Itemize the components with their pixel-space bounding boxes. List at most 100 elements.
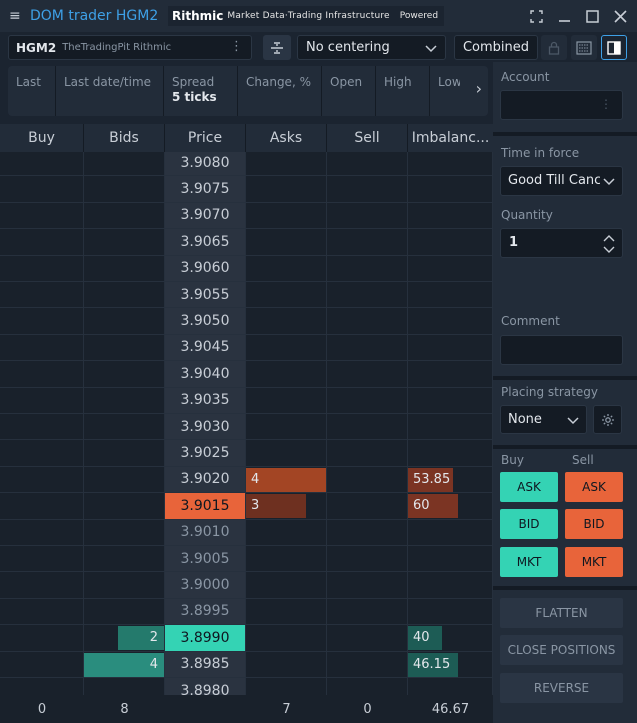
cell-sell[interactable] [327,334,408,362]
cell-sell[interactable] [327,519,408,546]
cell-asks [246,519,327,546]
cell-imb [408,387,493,414]
cell-sell[interactable] [327,678,408,695]
cell-sell[interactable] [327,493,408,520]
more-vertical-icon[interactable]: ⋮ [230,39,243,54]
cell-sell[interactable] [327,176,408,203]
cell-bids [84,152,165,177]
cell-buy[interactable] [0,334,84,362]
cell-sell[interactable] [327,308,408,335]
buy-bid-button[interactable]: BID [500,509,558,539]
cell-buy[interactable] [0,466,84,494]
lock-button[interactable] [541,35,567,60]
cell-buy[interactable] [0,493,84,520]
combined-button[interactable]: Combined [454,35,538,60]
cell-sell[interactable] [327,466,408,494]
imbalance-bar [408,652,459,677]
comment-input[interactable] [500,335,623,365]
ladder-row: 3.9030 [0,414,493,441]
imbalance-bar [408,467,454,492]
cell-imb [408,334,493,362]
chevron-right-icon[interactable]: › [475,79,482,98]
cell-sell[interactable] [327,440,408,467]
cell-buy[interactable] [0,625,84,652]
ladder-row: 3.9025 [0,440,493,467]
cell-buy[interactable] [0,282,84,309]
cell-buy[interactable] [0,387,84,414]
cell-sell[interactable] [327,202,408,230]
cell-sell[interactable] [327,572,408,599]
cell-sell[interactable] [327,152,408,177]
stepper-arrows-icon[interactable] [602,233,616,255]
cell-buy[interactable] [0,255,84,282]
centering-dropdown[interactable]: No centering [297,35,446,60]
buy-ask-button[interactable]: ASK [500,472,558,502]
account-select[interactable]: ⋮ [500,90,623,120]
maximize-icon[interactable] [583,7,601,25]
cell-buy[interactable] [0,440,84,467]
col-bids[interactable]: Bids [84,124,165,152]
keyboard-button[interactable] [571,35,597,60]
cell-buy[interactable] [0,308,84,335]
quantity-label: Quantity [501,208,553,222]
cell-buy[interactable] [0,229,84,256]
strategy-dropdown[interactable]: None [500,405,587,434]
quantity-stepper[interactable]: 1 [500,228,623,258]
cell-bids [84,678,165,695]
side-panel-toggle[interactable] [601,35,627,60]
ladder-row: 3.9055 [0,282,493,309]
cell-imb [408,152,493,177]
cell-buy[interactable] [0,414,84,441]
cell-buy[interactable] [0,598,84,626]
reverse-button[interactable]: REVERSE [500,673,623,703]
ask-size: 4 [251,471,260,487]
comment-label: Comment [501,314,560,328]
imbalance-bar [408,626,442,651]
brand-logo: Rithmic [172,9,224,23]
cell-sell[interactable] [327,255,408,282]
minimize-icon[interactable] [555,7,573,25]
cell-buy[interactable] [0,572,84,599]
sell-bid-button[interactable]: BID [565,509,623,539]
cell-sell[interactable] [327,361,408,388]
cell-buy[interactable] [0,176,84,203]
cell-sell[interactable] [327,625,408,652]
col-price[interactable]: Price [165,124,246,152]
price-cell: 3.9070 [165,202,246,230]
cell-buy[interactable] [0,651,84,678]
price-cell: 3.9050 [165,308,246,335]
flatten-button[interactable]: FLATTEN [500,598,623,628]
price-cell: 3.8980 [165,678,246,695]
divider [493,376,637,380]
sell-ask-button[interactable]: ASK [565,472,623,502]
cell-buy[interactable] [0,678,84,695]
strategy-settings-button[interactable] [593,405,622,434]
cell-buy[interactable] [0,152,84,177]
cell-sell[interactable] [327,229,408,256]
cell-sell[interactable] [327,546,408,573]
cell-asks: 3 [246,493,327,520]
cell-buy[interactable] [0,519,84,546]
sell-market-button[interactable]: MKT [565,547,623,577]
buy-market-button[interactable]: MKT [500,547,558,577]
col-sell[interactable]: Sell [327,124,408,152]
cell-buy[interactable] [0,361,84,388]
center-ladder-button[interactable] [263,35,291,60]
col-asks[interactable]: Asks [246,124,327,152]
fullscreen-icon[interactable] [527,7,545,25]
hamburger-menu-icon[interactable]: ≡ [9,8,21,24]
chevron-down-icon [425,45,437,53]
col-buy[interactable]: Buy [0,124,84,152]
symbol-selector[interactable]: HGM2 TheTradingPit Rithmic ⋮ [8,35,252,60]
tif-dropdown[interactable]: Good Till Canc [500,166,623,196]
cell-sell[interactable] [327,651,408,678]
close-positions-button[interactable]: CLOSE POSITIONS [500,635,623,665]
cell-sell[interactable] [327,282,408,309]
cell-buy[interactable] [0,546,84,573]
cell-buy[interactable] [0,202,84,230]
col-imbalance[interactable]: Imbalanc... [411,130,490,146]
cell-sell[interactable] [327,387,408,414]
close-icon[interactable] [611,7,629,25]
cell-sell[interactable] [327,598,408,626]
cell-sell[interactable] [327,414,408,441]
